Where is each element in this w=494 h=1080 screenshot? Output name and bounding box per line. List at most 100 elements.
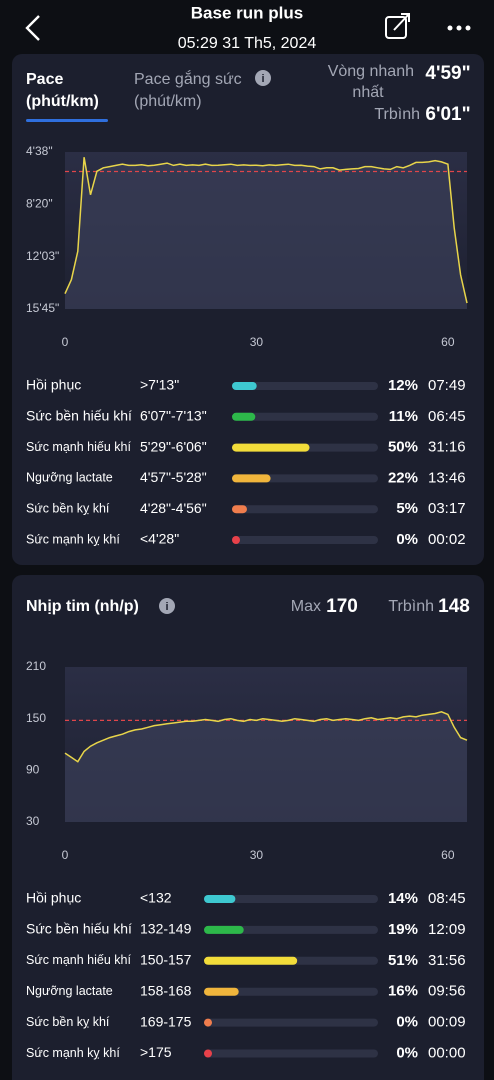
info-icon[interactable]: i — [159, 598, 175, 614]
stat-value: 4'59" — [425, 63, 470, 84]
page-title: Base run plus — [191, 3, 303, 22]
y-tick-label: 30 — [26, 814, 40, 828]
y-tick-label: 8'20" — [26, 196, 53, 210]
zone-percent: 12% — [388, 377, 418, 394]
stat-label: Trbình — [374, 106, 420, 123]
back-button[interactable] — [25, 15, 40, 41]
zone-track — [233, 505, 378, 514]
zone-range: <132 — [140, 890, 172, 906]
zone-range: 4'28"-4'56" — [140, 500, 207, 516]
x-tick-label: 0 — [62, 335, 69, 349]
zone-time: 00:09 — [428, 1014, 466, 1031]
zone-track — [205, 1049, 378, 1058]
zone-percent: 16% — [388, 983, 418, 1000]
info-icon[interactable]: i — [255, 70, 271, 86]
more-button[interactable] — [447, 25, 471, 31]
zone-range: >7'13" — [140, 377, 179, 393]
zone-name: Ngưỡng lactate — [26, 471, 113, 485]
stat-value: 170 — [326, 596, 358, 617]
zone-name: Sức bền hiếu khí — [26, 921, 132, 937]
tab-indicator — [26, 119, 108, 122]
line — [64, 711, 468, 763]
tab-label[interactable]: (phút/km) — [26, 93, 99, 110]
zone-range: 132-149 — [140, 921, 192, 937]
tab-label[interactable]: Pace — [26, 71, 63, 88]
hr-card — [12, 575, 484, 1080]
zone-name: Sức mạnh hiếu khí — [26, 440, 131, 454]
zone-percent: 11% — [389, 408, 418, 425]
zone-name: Sức bền kỵ khí — [26, 1015, 110, 1029]
y-tick-label: 90 — [26, 763, 40, 777]
zone-time: 31:56 — [428, 952, 466, 969]
tab-label[interactable]: Pace gắng sức — [134, 69, 242, 88]
zone-percent: 5% — [396, 500, 418, 517]
zone-name: Hồi phục — [26, 890, 81, 906]
stat-label: Vòng nhanh — [328, 63, 414, 80]
zone-percent: 51% — [388, 952, 418, 969]
y-tick-label: 150 — [26, 711, 46, 725]
zone-range: >175 — [140, 1044, 172, 1060]
zone-time: 12:09 — [428, 921, 466, 938]
zone-time: 03:17 — [428, 500, 466, 517]
zone-range: 6'07"-7'13" — [140, 408, 207, 424]
zone-name: Ngưỡng lactate — [26, 984, 113, 998]
zone-percent: 0% — [396, 1014, 418, 1031]
stat-label: Max — [291, 598, 321, 615]
zone-percent: 0% — [396, 1044, 418, 1061]
line-area — [65, 157, 467, 309]
zone-range: 158-168 — [140, 982, 192, 998]
share-button[interactable] — [385, 13, 410, 39]
zone-time: 00:02 — [428, 531, 466, 548]
y-tick-label: 15'45" — [26, 301, 59, 315]
zone-range: 5'29"-6'06" — [140, 438, 207, 454]
zone-percent: 50% — [388, 439, 418, 456]
x-tick-label: 30 — [250, 848, 264, 862]
zone-name: Sức bền kỵ khí — [26, 501, 110, 515]
zone-name: Hồi phục — [26, 377, 81, 393]
pace-card — [12, 54, 484, 565]
stat-label: Trbình — [388, 598, 434, 615]
y-tick-label: 12'03" — [26, 249, 59, 263]
zone-time: 31:16 — [428, 439, 466, 456]
zone-track — [233, 536, 378, 544]
card-title: Nhịp tim (nh/p) — [26, 598, 139, 615]
stat-value: 148 — [438, 596, 470, 617]
line-area — [65, 711, 467, 822]
zone-range: 150-157 — [140, 952, 192, 968]
zone-range: 4'57"-5'28" — [140, 469, 207, 485]
zone-range: 169-175 — [140, 1013, 192, 1029]
zone-time: 08:45 — [428, 890, 466, 907]
zone-track — [205, 1018, 378, 1027]
zone-time: 00:00 — [428, 1044, 466, 1061]
zone-percent: 19% — [388, 921, 418, 938]
zone-time: 09:56 — [428, 983, 466, 1000]
zone-name: Sức mạnh kỵ khí — [26, 532, 120, 546]
zone-track — [205, 925, 378, 934]
x-tick-label: 60 — [441, 848, 455, 862]
zone-track — [233, 382, 378, 390]
zone-percent: 22% — [388, 469, 418, 486]
zone-track — [205, 895, 378, 903]
zone-percent: 14% — [388, 890, 418, 907]
line — [64, 157, 468, 304]
stat-value: 6'01" — [425, 104, 470, 125]
y-tick-label: 210 — [26, 659, 46, 673]
zone-percent: 0% — [396, 531, 418, 548]
tab-label[interactable]: (phút/km) — [134, 93, 202, 110]
x-tick-label: 0 — [62, 848, 69, 862]
stat-label: nhất — [352, 84, 384, 101]
svg-text:i: i — [165, 601, 168, 613]
zone-name: Sức mạnh hiếu khí — [26, 953, 131, 967]
zone-time: 07:49 — [428, 377, 466, 394]
zone-track — [205, 987, 378, 996]
y-tick-label: 4'38" — [26, 144, 53, 158]
zone-range: <4'28" — [140, 531, 179, 547]
zone-name: Sức bền hiếu khí — [26, 408, 132, 424]
zone-track — [233, 412, 378, 421]
svg-text:i: i — [261, 73, 264, 85]
x-tick-label: 60 — [441, 335, 455, 349]
page-subtitle: 05:29 31 Th5, 2024 — [178, 35, 317, 52]
